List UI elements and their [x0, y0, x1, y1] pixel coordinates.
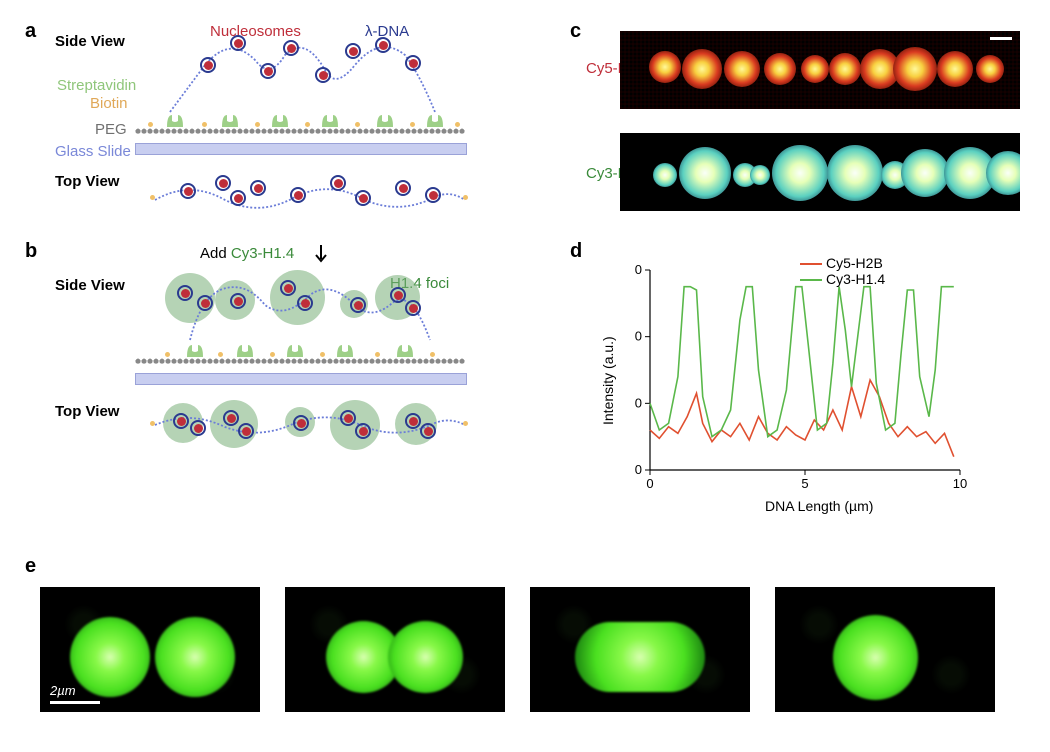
svg-text:10: 10	[953, 476, 967, 491]
svg-text:40000: 40000	[635, 329, 642, 344]
side-view-label: Side View	[55, 33, 125, 50]
scale-text: 2µm	[50, 683, 76, 698]
panel-d-chart: 02000040000600000510 Intensity (a.u.) DN…	[635, 260, 1015, 530]
svg-text:60000: 60000	[635, 262, 642, 277]
panel-label-c: c	[570, 20, 581, 43]
top-view-label-a: Top View	[55, 173, 119, 190]
add-cy3-label: Add Cy3-H1.4	[200, 245, 294, 262]
figure: a b c d e Side View Nucleosomes λ-DNA St…	[15, 15, 1035, 737]
svg-text:0: 0	[646, 476, 653, 491]
y-axis-label: Intensity (a.u.)	[600, 336, 616, 425]
panel-label-b: b	[25, 240, 37, 263]
svg-text:0: 0	[635, 462, 642, 477]
panel-a-diagram: Side View Nucleosomes λ-DNA Streptavidin…	[55, 25, 535, 225]
side-view-label-b: Side View	[55, 277, 125, 294]
biotin-label: Biotin	[90, 95, 128, 112]
panel-e-frame-3	[775, 587, 995, 712]
cy3-h14-image	[620, 133, 1020, 211]
panel-b-diagram: Add Cy3-H1.4 Side View H1.4 foci T	[55, 245, 535, 465]
top-view-label-b: Top View	[55, 403, 119, 420]
panel-e-frame-1	[285, 587, 505, 712]
panel-label-e: e	[25, 555, 36, 578]
svg-text:20000: 20000	[635, 395, 642, 410]
svg-text:5: 5	[801, 476, 808, 491]
panel-e: 2µm	[40, 587, 1030, 722]
chart-legend: Cy5-H2B Cy3-H1.4	[800, 255, 885, 287]
x-axis-label: DNA Length (µm)	[765, 498, 873, 514]
glass-label: Glass Slide	[55, 143, 131, 160]
streptavidin-label: Streptavidin	[57, 77, 136, 94]
panel-e-frame-2	[530, 587, 750, 712]
cy5-h2b-image	[620, 31, 1020, 109]
panel-e-frame-0: 2µm	[40, 587, 260, 712]
panel-label-d: d	[570, 240, 582, 263]
panel-label-a: a	[25, 20, 36, 43]
peg-label: PEG	[95, 121, 127, 138]
